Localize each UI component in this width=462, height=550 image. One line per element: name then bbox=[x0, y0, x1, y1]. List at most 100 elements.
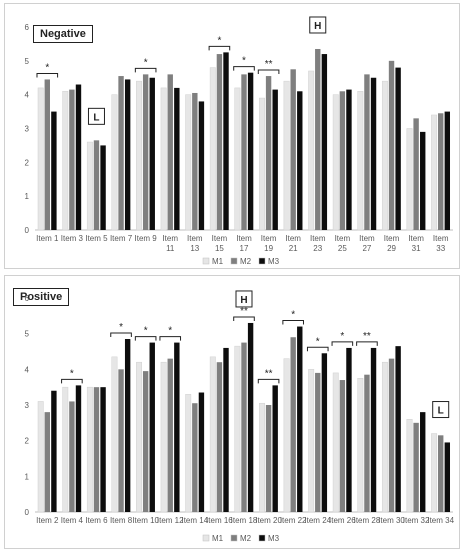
bar-m3 bbox=[420, 412, 426, 512]
bar-m3 bbox=[272, 89, 278, 230]
bar-m1 bbox=[234, 345, 241, 513]
bar-m2 bbox=[339, 380, 346, 512]
bar-m2 bbox=[388, 60, 395, 231]
bar-m2 bbox=[93, 140, 100, 230]
significance-mark: * bbox=[144, 326, 148, 337]
bar-m3 bbox=[395, 67, 401, 230]
x-tick-label: Item 10 bbox=[132, 516, 159, 525]
bar-m1 bbox=[62, 386, 69, 513]
bar-m1 bbox=[406, 128, 413, 231]
x-tick-label: Item 29 bbox=[384, 234, 400, 253]
bar-m3 bbox=[297, 326, 303, 512]
significance-bracket bbox=[306, 346, 329, 352]
x-tick-label: Item 3 bbox=[61, 234, 84, 243]
x-tick-label: Item 15 bbox=[212, 234, 228, 253]
significance-mark: * bbox=[168, 326, 172, 337]
significance-bracket bbox=[36, 72, 59, 78]
y-tick-label: 5 bbox=[25, 57, 30, 66]
significance-bracket bbox=[233, 66, 255, 71]
bar-m3 bbox=[51, 111, 57, 230]
bar-m1 bbox=[381, 80, 388, 231]
bar-m2 bbox=[438, 435, 444, 512]
significance-bracket bbox=[61, 378, 83, 384]
bar-m2 bbox=[192, 403, 198, 512]
bar-m3 bbox=[346, 347, 352, 512]
legend: M1 M2 M3 bbox=[202, 257, 280, 266]
annotation-box bbox=[309, 16, 327, 34]
bar-m1 bbox=[86, 141, 93, 231]
significance-mark: ** bbox=[363, 331, 371, 342]
x-tick-label: Item 7 bbox=[110, 234, 133, 243]
legend-swatch bbox=[230, 534, 238, 542]
x-tick-label: Item 12 bbox=[157, 516, 184, 525]
negative-chart-svg: 0 1 2 3 4 5 6 Item 1 Item 3 Item 5 Item 7 Item 9 Ite… bbox=[25, 16, 453, 266]
bar-m2 bbox=[118, 76, 124, 230]
bar-m1 bbox=[160, 87, 167, 231]
x-tick-label: Item 27 bbox=[359, 234, 375, 253]
x-tick-label: Item 34 bbox=[427, 516, 454, 525]
x-tick-label: Item 24 bbox=[304, 516, 331, 525]
bar-m3 bbox=[444, 442, 451, 512]
x-tick-label: Item 5 bbox=[85, 234, 108, 243]
bar-m1 bbox=[111, 356, 118, 513]
x-tick-label: Item 31 bbox=[408, 234, 424, 253]
annotation-box bbox=[87, 107, 105, 125]
bar-m2 bbox=[118, 369, 124, 512]
bar-m3 bbox=[321, 353, 328, 512]
legend-swatch bbox=[202, 534, 210, 542]
bar-m3 bbox=[223, 52, 229, 230]
bar-m3 bbox=[100, 387, 106, 512]
bar-m3 bbox=[51, 390, 57, 512]
bar-m2 bbox=[192, 92, 198, 230]
bar-m1 bbox=[136, 361, 142, 513]
bar-m1 bbox=[209, 67, 216, 231]
bar-m1 bbox=[406, 419, 413, 513]
x-tick-label: Item 6 bbox=[85, 516, 108, 525]
annotation-text: L bbox=[438, 406, 444, 417]
significance-bracket bbox=[331, 341, 354, 346]
x-tick-label: Item 1 bbox=[36, 234, 59, 243]
annotation-text: H bbox=[314, 21, 321, 32]
significance-bracket bbox=[257, 69, 280, 75]
y-tick-label: 3 bbox=[25, 401, 30, 410]
chart-title: Negative bbox=[33, 25, 93, 43]
bar-m1 bbox=[234, 87, 241, 231]
bar-m1 bbox=[308, 70, 315, 231]
significance-mark: * bbox=[340, 331, 344, 342]
annotation-l: L bbox=[87, 107, 105, 125]
legend-swatch bbox=[230, 257, 238, 265]
bar-m1 bbox=[185, 394, 192, 513]
bar-m3 bbox=[198, 101, 205, 230]
legend-label: M1 bbox=[212, 257, 224, 266]
x-tick-label: Item 14 bbox=[181, 516, 208, 525]
bar-m3 bbox=[444, 111, 451, 230]
y-tick-label: 5 bbox=[25, 330, 30, 339]
y-tick-label: 4 bbox=[25, 365, 30, 374]
bar-m2 bbox=[339, 91, 346, 231]
x-tick-label: Item 20 bbox=[255, 516, 282, 525]
legend-label: M3 bbox=[268, 534, 280, 543]
bar-m3 bbox=[124, 339, 131, 512]
bar-m1 bbox=[37, 401, 44, 513]
significance-bracket bbox=[282, 320, 304, 325]
bar-m1 bbox=[111, 94, 118, 231]
bar-m1 bbox=[332, 372, 339, 513]
x-tick-label: Item 17 bbox=[236, 234, 252, 253]
x-tick-label: Item 30 bbox=[378, 516, 405, 525]
bar-m3 bbox=[321, 54, 328, 230]
significance-bracket bbox=[257, 378, 280, 384]
bar-m2 bbox=[93, 387, 100, 512]
annotation-box bbox=[432, 401, 450, 419]
legend: M1 M2 M3 bbox=[202, 534, 280, 543]
annotation-h: H bbox=[235, 290, 253, 308]
x-tick-label: Item 18 bbox=[231, 516, 258, 525]
x-tick-label: Item 19 bbox=[261, 234, 277, 253]
bar-m2 bbox=[290, 337, 296, 512]
bar-m1 bbox=[357, 378, 364, 513]
legend-label: M3 bbox=[268, 257, 280, 266]
bar-m1 bbox=[259, 97, 265, 231]
x-tick-label: Item 16 bbox=[206, 516, 233, 525]
bar-m3 bbox=[198, 392, 205, 512]
annotation-text: H bbox=[240, 295, 247, 306]
